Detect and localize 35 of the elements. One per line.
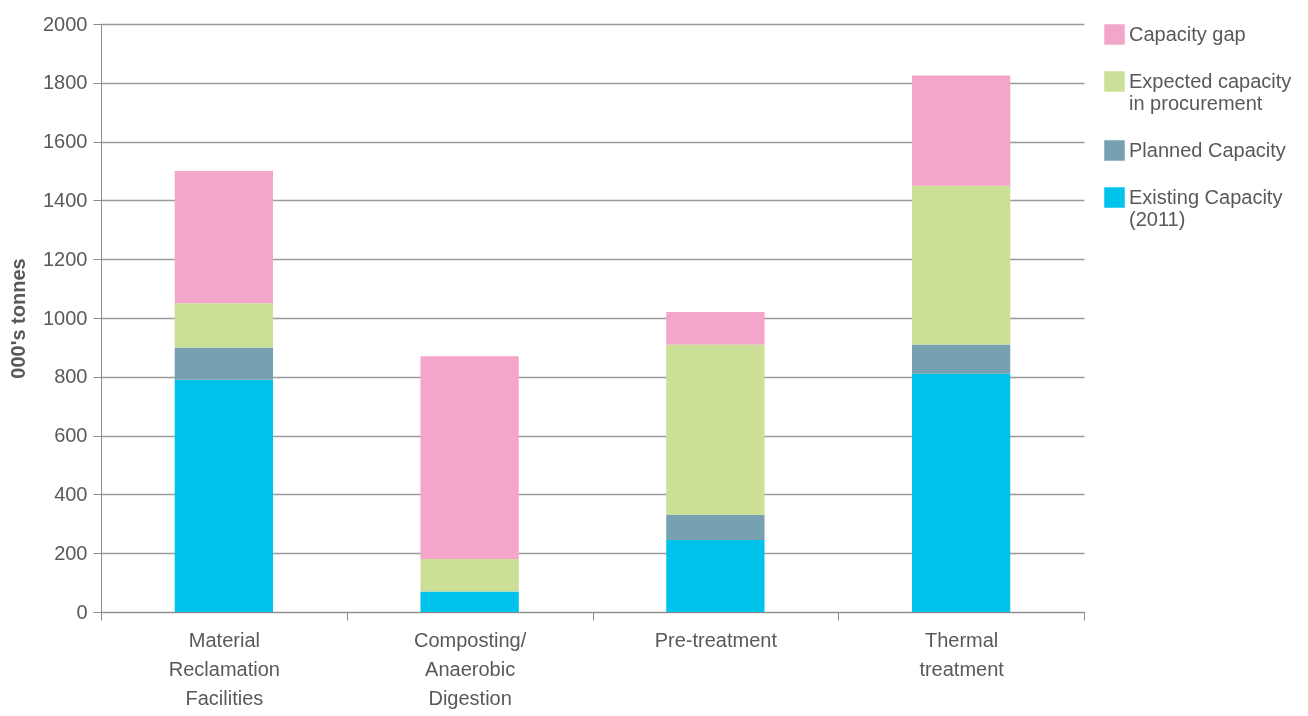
x-tick-label: Material Reclamation Facilities: [168, 628, 280, 709]
bar: [174, 171, 274, 304]
bar: [174, 303, 274, 348]
bar: [666, 312, 765, 345]
bar: [174, 347, 274, 380]
x-tick-label: Pre-treatment: [654, 628, 778, 651]
legend-label: Planned Capacity: [1129, 138, 1286, 161]
bar: [911, 185, 1011, 345]
bar: [666, 514, 765, 540]
y-tick-label: 2000: [43, 12, 88, 35]
y-tick-label: 600: [54, 424, 88, 447]
y-tick-label: 400: [54, 482, 88, 505]
legend-label: Existing Capacity (2011): [1129, 185, 1283, 230]
y-tick-label: 1800: [43, 71, 88, 94]
y-axis-title: 000's tonnes: [7, 258, 30, 379]
bar: [666, 344, 765, 515]
y-tick-label: 1400: [43, 188, 88, 211]
bar: [174, 379, 274, 612]
legend-label: Expected capacity in procurement: [1129, 69, 1292, 114]
bar: [420, 591, 519, 612]
x-tick-label: Thermal treatment: [919, 628, 1005, 680]
y-tick-label: 1600: [43, 130, 88, 153]
x-tick-label: Composting/Anaerobic Digestion: [413, 628, 527, 709]
bar: [420, 356, 519, 560]
bar: [911, 344, 1011, 374]
y-tick-label: 1200: [43, 247, 88, 270]
legend-label: Capacity gap: [1129, 22, 1246, 45]
bar: [911, 373, 1011, 612]
y-tick-label: 800: [54, 365, 88, 388]
y-tick-label: 0: [76, 600, 88, 623]
y-tick-label: 1000: [43, 306, 88, 329]
bar: [666, 539, 765, 612]
bar: [911, 75, 1011, 186]
bar: [420, 559, 519, 592]
y-tick-label: 200: [54, 541, 88, 564]
